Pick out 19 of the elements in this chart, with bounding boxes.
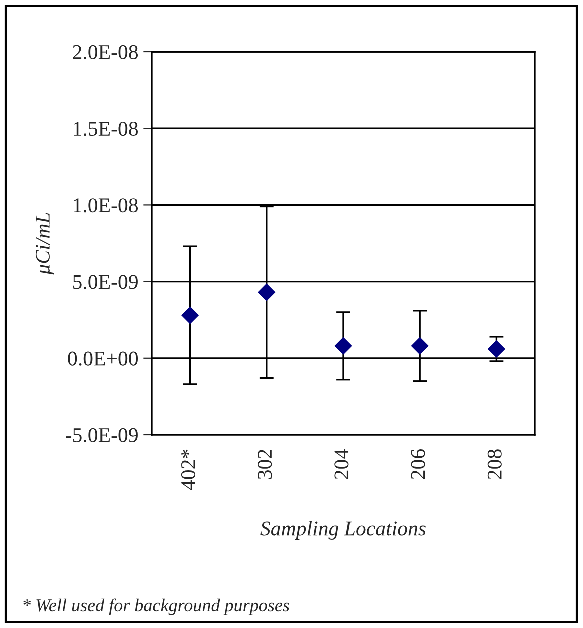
point bbox=[258, 284, 276, 302]
y-axis-title: μCi/mL bbox=[36, 213, 54, 275]
text: * Well used for background purposes bbox=[24, 598, 290, 616]
point bbox=[182, 306, 199, 324]
x-tick-label: 402* bbox=[181, 450, 196, 490]
point bbox=[334, 338, 352, 355]
y-tick-label: -5.0E-09 bbox=[66, 428, 138, 443]
x-tick-label: 204 bbox=[334, 449, 349, 480]
y-tick-label: 1.0E-08 bbox=[74, 198, 138, 213]
x-tick-label: 206 bbox=[411, 450, 426, 480]
x-tick-label: 208 bbox=[488, 450, 502, 480]
y-tick-label: 2.0E-08 bbox=[73, 45, 138, 60]
y-tick-label: 1.5E-08 bbox=[74, 122, 138, 136]
y-tick-label: 5.0E-09 bbox=[73, 275, 138, 290]
point bbox=[412, 338, 429, 355]
point bbox=[488, 340, 506, 358]
x-axis-title: Sampling Locations bbox=[260, 521, 426, 540]
y-tick-label: 0.0E+00 bbox=[68, 352, 138, 366]
x-tick-label: 302 bbox=[258, 450, 272, 480]
